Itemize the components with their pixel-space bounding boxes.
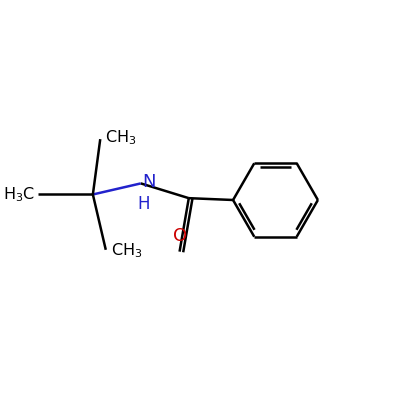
Text: CH$_3$: CH$_3$ — [105, 129, 136, 147]
Text: N: N — [143, 173, 156, 191]
Text: H$_3$C: H$_3$C — [3, 185, 35, 204]
Text: O: O — [172, 227, 187, 245]
Text: H: H — [138, 195, 150, 213]
Text: CH$_3$: CH$_3$ — [110, 242, 142, 260]
